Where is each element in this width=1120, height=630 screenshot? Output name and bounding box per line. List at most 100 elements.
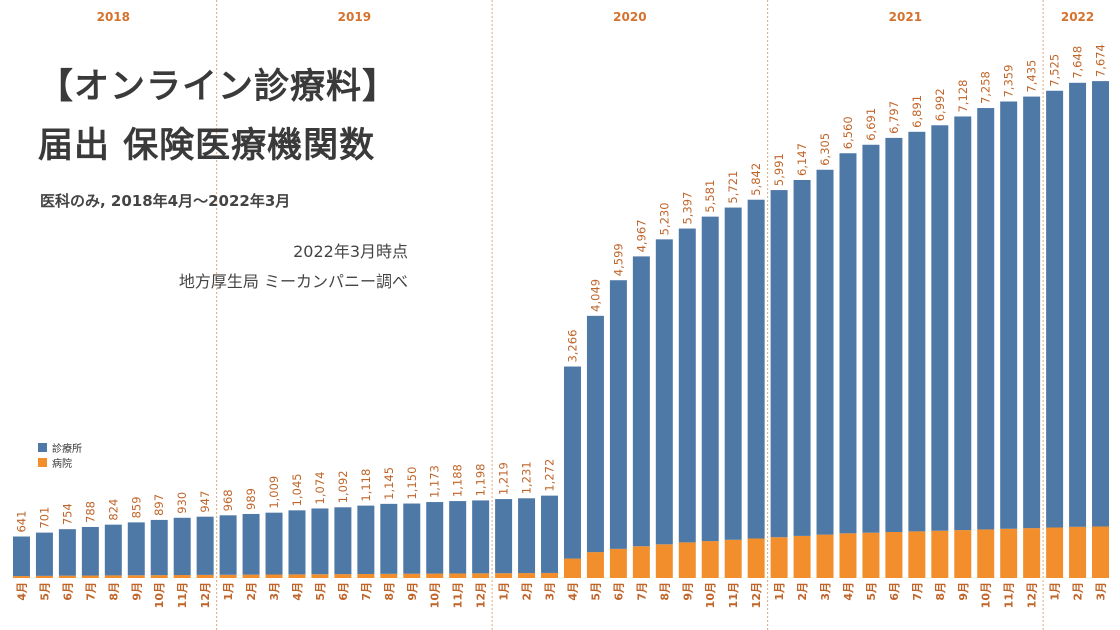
bar-total-label: 4,967 (634, 219, 648, 252)
month-tick-label: 11月 (452, 582, 465, 608)
bar-total-label: 5,991 (772, 153, 786, 186)
month-tick-label: 6月 (612, 582, 625, 601)
year-label: 2019 (338, 10, 371, 24)
bar-total-label: 4,599 (611, 243, 625, 276)
bar-segment-hospital (816, 534, 834, 578)
chart-title-line1: 【オンライン診療料】 (38, 67, 399, 107)
month-tick-label: 1月 (222, 582, 235, 601)
bar-total-label: 6,560 (841, 116, 855, 149)
month-tick-label: 9月 (957, 582, 970, 601)
bar-segment-hospital (632, 546, 650, 578)
month-tick-label: 3月 (544, 582, 557, 601)
bar-segment-clinic (793, 179, 811, 536)
bar-segment-hospital (885, 532, 903, 578)
bar-segment-clinic (1023, 96, 1041, 529)
bar-total-label: 859 (129, 496, 143, 518)
year-label: 2021 (889, 10, 922, 24)
month-tick-label: 12月 (1026, 582, 1039, 608)
month-tick-label: 7月 (84, 582, 97, 601)
bar-segment-hospital (908, 531, 926, 578)
chart-title-line2: 届出 保険医療機関数 (38, 126, 376, 166)
legend-item-hospital: 病院 (38, 455, 82, 470)
bar-segment-clinic (127, 522, 145, 576)
bar-segment-hospital (311, 574, 329, 578)
bar-segment-clinic (724, 207, 742, 540)
month-tick-label: 9月 (130, 582, 143, 601)
year-label: 2020 (613, 10, 646, 24)
bar-segment-clinic (334, 507, 352, 575)
bar-segment-clinic (12, 536, 30, 577)
bar-segment-clinic (609, 280, 627, 549)
month-tick-label: 12月 (475, 582, 488, 608)
bar-segment-clinic (862, 144, 880, 533)
month-tick-label: 11月 (727, 582, 740, 608)
month-tick-label: 9月 (681, 582, 694, 601)
month-tick-label: 12月 (750, 582, 763, 608)
month-tick-label: 7月 (635, 582, 648, 601)
bar-total-label: 5,397 (680, 192, 694, 225)
bar-segment-clinic (104, 524, 122, 576)
legend-item-clinic: 診療所 (38, 440, 82, 455)
bar-total-label: 6,797 (887, 101, 901, 134)
bar-total-label: 7,258 (979, 71, 993, 104)
bar-segment-hospital (609, 548, 627, 578)
chart-subtitle: 医科のみ, 2018年4月～2022年3月 (40, 192, 291, 210)
month-tick-label: 5月 (38, 582, 51, 601)
year-label: 2018 (97, 10, 130, 24)
bar-segment-hospital (472, 573, 490, 578)
bar-segment-hospital (35, 575, 53, 578)
bar-segment-hospital (1046, 527, 1064, 578)
bar-segment-clinic (380, 503, 398, 574)
bar-total-label: 7,525 (1048, 54, 1062, 87)
bar-segment-clinic (701, 216, 719, 542)
bar-total-label: 6,691 (864, 108, 878, 141)
bar-segment-hospital (678, 542, 696, 578)
bar-segment-clinic (311, 508, 329, 575)
bar-segment-hospital (495, 573, 513, 578)
bar-total-label: 1,150 (405, 467, 419, 500)
month-tick-label: 2月 (796, 582, 809, 601)
bar-total-label: 947 (198, 491, 212, 513)
bar-total-label: 6,305 (818, 133, 832, 166)
bar-segment-clinic (586, 315, 604, 553)
month-tick-label: 2月 (245, 582, 258, 601)
bar-segment-clinic (219, 515, 237, 575)
bar-total-label: 7,674 (1094, 44, 1108, 77)
bar-segment-clinic (518, 498, 536, 574)
bar-segment-hospital (380, 573, 398, 578)
bar-segment-hospital (196, 574, 214, 578)
legend-label-hospital: 病院 (52, 459, 72, 470)
bar-segment-hospital (104, 575, 122, 578)
bar-segment-clinic (1000, 101, 1018, 529)
bar-total-label: 4,049 (588, 279, 602, 312)
bar-segment-hospital (977, 529, 995, 578)
bar-segment-hospital (219, 574, 237, 578)
bar-total-label: 1,272 (543, 459, 557, 492)
bar-segment-clinic (35, 532, 53, 576)
bar-segment-hospital (1092, 526, 1110, 578)
bar-total-label: 7,128 (956, 80, 970, 113)
month-tick-label: 10月 (704, 582, 717, 608)
bar-segment-hospital (334, 574, 352, 578)
bar-total-label: 968 (221, 489, 235, 511)
bar-total-label: 824 (106, 499, 120, 521)
bar-segment-clinic (563, 366, 581, 559)
bar-segment-hospital (793, 535, 811, 578)
bar-segment-clinic (449, 501, 467, 574)
bar-total-label: 5,581 (703, 180, 717, 213)
bar-segment-clinic (58, 529, 76, 576)
bar-segment-clinic (196, 516, 214, 575)
month-tick-label: 10月 (980, 582, 993, 608)
bar-segment-hospital (770, 537, 788, 578)
bar-total-label: 701 (37, 507, 51, 529)
bar-segment-hospital (931, 530, 949, 578)
bar-segment-clinic (1046, 90, 1064, 528)
month-tick-label: 6月 (337, 582, 350, 601)
bar-segment-hospital (954, 530, 972, 578)
bar-total-label: 1,145 (382, 467, 396, 500)
bar-segment-clinic (839, 153, 857, 534)
bar-total-label: 1,231 (520, 461, 534, 494)
bar-segment-hospital (586, 552, 604, 578)
bar-total-label: 6,147 (795, 143, 809, 176)
